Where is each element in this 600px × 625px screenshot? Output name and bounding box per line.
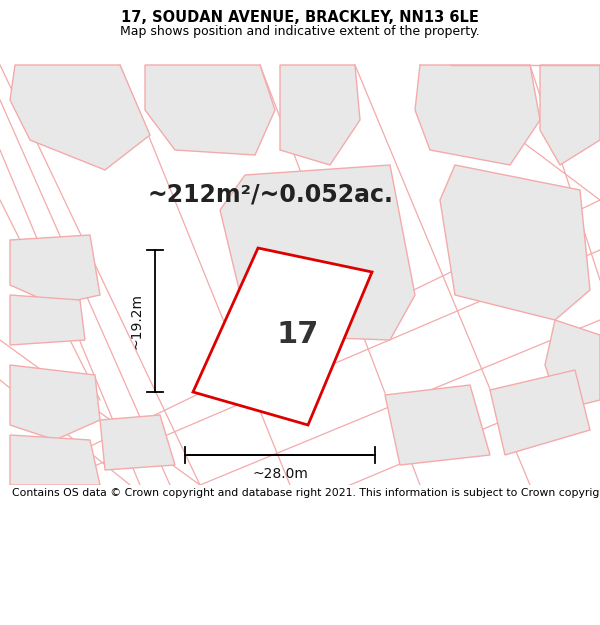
Polygon shape bbox=[490, 370, 590, 455]
Text: 17: 17 bbox=[277, 320, 319, 349]
Text: 17, SOUDAN AVENUE, BRACKLEY, NN13 6LE: 17, SOUDAN AVENUE, BRACKLEY, NN13 6LE bbox=[121, 10, 479, 25]
Text: ~212m²/~0.052ac.: ~212m²/~0.052ac. bbox=[147, 183, 393, 207]
Polygon shape bbox=[540, 65, 600, 165]
Polygon shape bbox=[10, 65, 150, 170]
Polygon shape bbox=[100, 415, 175, 470]
Polygon shape bbox=[545, 320, 600, 410]
Polygon shape bbox=[145, 65, 275, 155]
Text: ~19.2m: ~19.2m bbox=[129, 293, 143, 349]
Polygon shape bbox=[280, 65, 360, 165]
Text: ~28.0m: ~28.0m bbox=[252, 467, 308, 481]
Polygon shape bbox=[10, 295, 85, 345]
Polygon shape bbox=[10, 365, 100, 440]
Polygon shape bbox=[220, 165, 415, 340]
Text: Contains OS data © Crown copyright and database right 2021. This information is : Contains OS data © Crown copyright and d… bbox=[12, 488, 600, 498]
Polygon shape bbox=[415, 65, 540, 165]
Text: Map shows position and indicative extent of the property.: Map shows position and indicative extent… bbox=[120, 24, 480, 38]
Polygon shape bbox=[385, 385, 490, 465]
Polygon shape bbox=[10, 235, 100, 305]
Polygon shape bbox=[193, 248, 372, 425]
Polygon shape bbox=[440, 165, 590, 320]
Polygon shape bbox=[10, 435, 100, 485]
